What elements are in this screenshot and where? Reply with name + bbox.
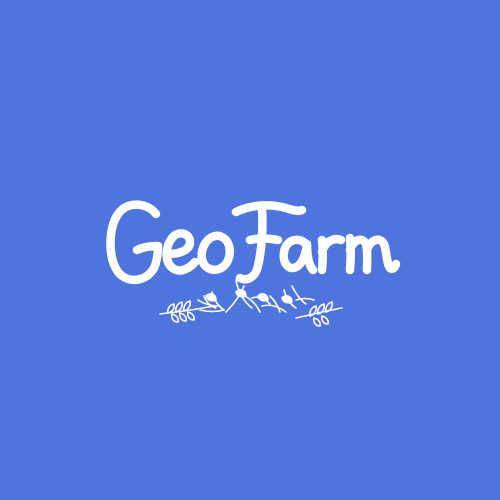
leaf-branches-icon: [159, 279, 343, 327]
wordmark-lettering: [106, 200, 401, 284]
